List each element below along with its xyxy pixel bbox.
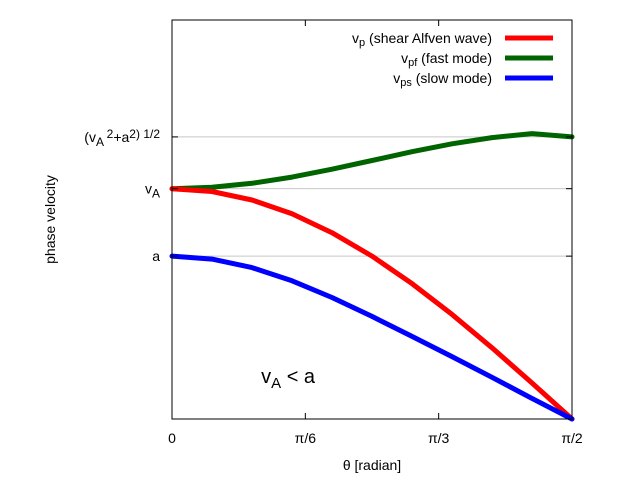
x-tick-label: 0 (168, 430, 176, 446)
legend-label-p: vp (shear Alfven wave) (352, 30, 492, 49)
y-tick-label: (vA 2+a2) 1/2 (84, 127, 160, 149)
y-tick-label: vA (145, 181, 160, 201)
y-ticks: a vA (vA 2+a2) 1/2 (84, 127, 572, 264)
annotation-text: vA < a (261, 366, 316, 392)
x-tick-label: π/6 (295, 430, 317, 446)
y-tick-label: a (152, 248, 160, 264)
legend-label-pf: vpf (fast mode) (401, 50, 492, 69)
legend: vp (shear Alfven wave)vpf (fast mode)vps… (352, 30, 553, 89)
annotation-vA-less-than-a: vA < a (261, 366, 316, 392)
y-axis-label: phase velocity (42, 175, 58, 264)
x-tick-label: π/3 (428, 430, 450, 446)
x-axis-label: θ [radian] (343, 457, 401, 473)
plot-frame (171, 19, 573, 420)
x-ticks: 0 π/6 π/3 π/2 (168, 20, 583, 446)
series-layer (169, 131, 575, 422)
series-line-ps (169, 253, 575, 422)
series-line-pf (169, 131, 575, 192)
x-tick-label: π/2 (561, 430, 583, 446)
legend-label-ps: vps (slow mode) (393, 70, 492, 89)
series-line-p (169, 186, 575, 422)
